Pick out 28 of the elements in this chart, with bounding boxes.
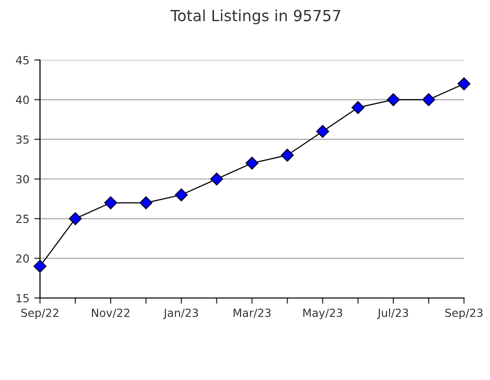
y-tick-label: 20 [16,254,29,263]
point [246,156,258,170]
point [352,101,364,114]
point [140,196,152,210]
y-tick-label: 15 [16,294,29,302]
point [422,93,436,106]
y-tick-label: 30 [16,174,29,184]
point [280,148,294,162]
point [34,260,46,273]
y-tick-label: 25 [16,214,29,224]
y-tick-label: 45 [16,56,29,64]
x-tick-label: Jul/23 [377,308,408,320]
x-tick-label: May/23 [303,308,342,320]
point [210,172,224,186]
y-tick-label: 35 [16,135,29,144]
x-tick-label: Sep/22 [21,308,58,320]
y-tick-label: 40 [16,96,29,104]
point [68,212,82,226]
point [458,77,470,90]
point [316,124,330,138]
x-tick-label: Mar/23 [234,308,271,318]
point [104,196,118,210]
x-tick-label: Nov/22 [92,308,130,318]
chart-title: Total Listings in 95757 [170,10,340,24]
point [386,93,400,106]
x-tick-label: Sep/23 [445,308,483,320]
x-tick-label: Jan/23 [163,308,198,320]
point [174,188,188,202]
